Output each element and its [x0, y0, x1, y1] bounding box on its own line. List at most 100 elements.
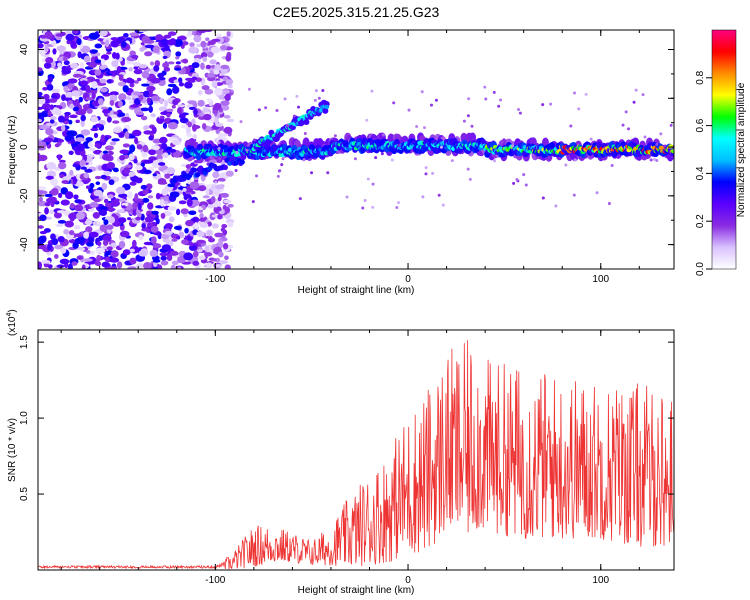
heatmap-cell: [107, 194, 114, 199]
y-tick-label: -20: [19, 188, 30, 203]
heatmap-cell: [123, 167, 130, 175]
heatmap-cell: [549, 102, 553, 106]
heatmap-cell: [239, 120, 243, 124]
heatmap-cell: [178, 231, 185, 238]
heatmap-cell: [129, 50, 136, 56]
heatmap-cell: [303, 131, 307, 135]
heatmap-cell: [49, 98, 58, 103]
heatmap-cell: [437, 193, 441, 197]
heatmap-cell: [468, 177, 472, 181]
heatmap-cell: [122, 249, 131, 256]
heatmap-cell: [57, 220, 67, 224]
heatmap-cell: [632, 100, 636, 104]
heatmap-cell: [52, 48, 57, 55]
heatmap-cell: [175, 56, 180, 60]
heatmap-cell: [94, 59, 102, 64]
heatmap-cell: [141, 197, 150, 203]
heatmap-cell: [85, 226, 93, 233]
heatmap-cell: [483, 85, 487, 89]
heatmap-cell: [94, 260, 101, 266]
heatmap-cell: [55, 223, 64, 227]
heatmap-cell: [82, 258, 93, 262]
heatmap-cell: [90, 116, 99, 123]
heatmap-cell: [88, 62, 97, 69]
heatmap-cell: [150, 225, 159, 233]
heatmap-cell: [234, 169, 238, 173]
heatmap-cell: [67, 263, 73, 269]
heatmap-cell: [45, 128, 54, 136]
heatmap-cell: [65, 191, 74, 200]
heatmap-cell: [102, 150, 109, 155]
heatmap-cell: [303, 119, 310, 126]
heatmap-cell: [439, 145, 443, 149]
y-tick-label: 40: [19, 44, 30, 56]
heatmap-cell: [106, 79, 112, 84]
heatmap-cell: [169, 191, 180, 198]
heatmap-cell: [207, 40, 216, 46]
heatmap-cell: [541, 196, 545, 200]
heatmap-cell: [45, 57, 54, 64]
heatmap-cell: [133, 66, 139, 70]
heatmap-cell: [137, 30, 148, 33]
heatmap-cell: [205, 187, 210, 196]
heatmap-cell: [72, 106, 80, 112]
heatmap-cell: [85, 84, 91, 92]
heatmap-cell: [224, 264, 231, 269]
heatmap-cell: [108, 206, 115, 213]
heatmap-cell: [165, 108, 174, 113]
heatmap-cell: [61, 180, 70, 184]
heatmap-cell: [226, 118, 235, 123]
heatmap-cell: [434, 98, 438, 102]
heatmap-cell: [44, 31, 53, 40]
heatmap-cell: [207, 76, 216, 82]
heatmap-cell: [201, 204, 206, 209]
heatmap-cell: [198, 89, 203, 96]
heatmap-cell: [141, 83, 150, 87]
heatmap-cell: [98, 206, 108, 211]
heatmap-cell: [188, 210, 197, 216]
heatmap-cell: [100, 174, 107, 180]
heatmap-cell: [115, 186, 126, 195]
heatmap-cell: [93, 198, 101, 203]
heatmap-cell: [150, 77, 161, 84]
heatmap-cell: [214, 87, 223, 96]
heatmap-cell: [54, 244, 64, 250]
heatmap-cell: [181, 163, 187, 167]
heatmap-cell: [322, 107, 329, 114]
heatmap-cell: [70, 138, 76, 145]
heatmap-cell: [113, 111, 118, 115]
heatmap-cell: [190, 217, 199, 222]
heatmap-cell: [152, 45, 160, 54]
heatmap-cell: [59, 258, 70, 265]
heatmap-cell: [142, 144, 149, 153]
heatmap-cell: [157, 72, 165, 79]
heatmap-cell: [397, 143, 401, 147]
heatmap-cell: [212, 171, 220, 179]
heatmap-cell: [497, 104, 501, 108]
heatmap-cell: [85, 185, 91, 189]
snr-series-line: [38, 340, 674, 570]
heatmap-cell: [197, 109, 202, 114]
heatmap-cell: [227, 203, 234, 208]
heatmap-cell: [63, 85, 69, 93]
heatmap-cell: [49, 209, 55, 215]
heatmap-cell: [175, 61, 181, 65]
heatmap-cell: [83, 104, 88, 111]
heatmap-cell: [44, 202, 51, 207]
heatmap-cell: [202, 195, 210, 199]
heatmap-cell: [295, 94, 299, 98]
heatmap-cell: [314, 89, 318, 93]
heatmap-cell: [589, 137, 593, 141]
heatmap-cell: [70, 62, 79, 69]
heatmap-cell: [607, 201, 611, 205]
heatmap-cell: [159, 136, 168, 144]
y-tick-label: 20: [19, 92, 30, 104]
heatmap-cell: [223, 114, 231, 119]
heatmap-cell: [166, 113, 171, 118]
heatmap-cell: [166, 254, 173, 262]
heatmap-cell: [106, 246, 113, 251]
spectrogram-y-label: Frequency (Hz): [7, 116, 18, 185]
heatmap-cell: [164, 223, 173, 229]
heatmap-cell: [424, 172, 428, 176]
heatmap-cell: [226, 31, 231, 37]
